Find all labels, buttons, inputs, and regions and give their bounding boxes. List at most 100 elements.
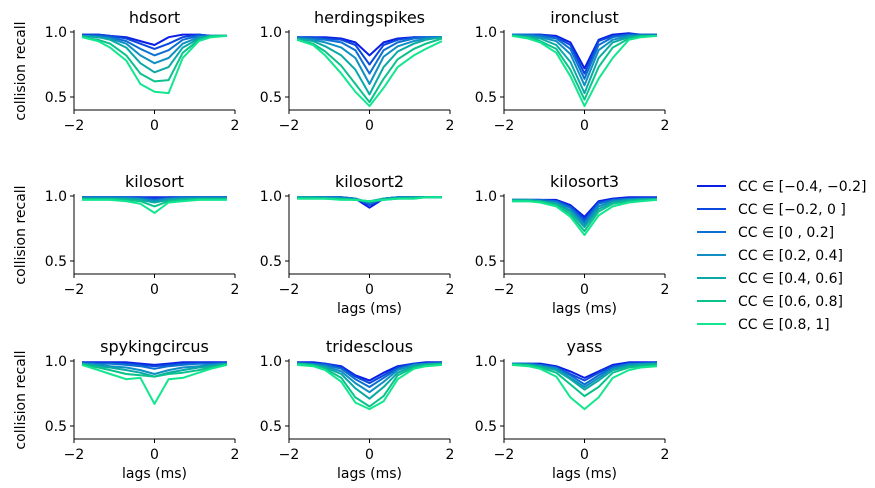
panel-yass: yass 1.0 0.5 −2 0 2 lags (ms): [475, 337, 670, 482]
panel-title: spykingcircus: [100, 337, 209, 356]
series-line: [297, 36, 442, 75]
series-line: [81, 363, 228, 378]
x-tick-label: 2: [446, 447, 455, 463]
panel-title: kilosort: [125, 172, 184, 191]
series-line: [82, 196, 227, 201]
y-tick-label: 1.0: [475, 189, 497, 205]
series-line: [296, 37, 443, 104]
y-tick-label: 0.5: [45, 90, 67, 106]
legend-label: CC ∈ [−0.2, 0 ]: [738, 202, 846, 218]
y-tick-label: 1.0: [45, 189, 67, 205]
series-line: [512, 198, 658, 236]
x-tick-label: 0: [365, 447, 374, 463]
x-axis-label: lags (ms): [337, 466, 402, 482]
x-tick-label: −2: [279, 447, 300, 463]
panel-title: tridesclous: [326, 337, 413, 356]
series-line: [511, 34, 658, 108]
y-axis-label: collision recall: [13, 21, 29, 120]
x-axis-label: lags (ms): [337, 301, 402, 317]
y-tick-label: 0.5: [45, 254, 67, 270]
series-line: [82, 197, 227, 208]
series-line: [296, 36, 443, 96]
panel-ironclust: ironclust 1.0 0.5 −2 0 2: [475, 8, 670, 134]
y-tick-label: 1.0: [260, 189, 282, 205]
x-tick-label: 2: [661, 447, 670, 463]
x-tick-label: −2: [279, 282, 300, 298]
series-line: [297, 363, 442, 411]
x-tick-label: 2: [446, 282, 455, 298]
series-line: [81, 363, 228, 405]
x-tick-label: 0: [365, 282, 374, 298]
x-tick-label: −2: [279, 118, 300, 134]
legend-label: CC ∈ [0.8, 1]: [738, 317, 830, 333]
legend-label: CC ∈ [0.2, 0.4]: [738, 248, 843, 264]
series-line: [82, 361, 227, 366]
x-tick-label: −2: [494, 282, 515, 298]
y-tick-label: 1.0: [260, 25, 282, 41]
x-tick-label: −2: [494, 118, 515, 134]
x-tick-label: −2: [64, 282, 85, 298]
y-tick-label: 0.5: [475, 419, 497, 435]
y-tick-label: 0.5: [475, 254, 497, 270]
y-tick-label: 1.0: [260, 354, 282, 370]
panel-kilosort2: kilosort2 1.0 0.5 −2 0 2 lags (ms): [260, 172, 455, 317]
panel-title: yass: [567, 337, 603, 356]
series-line: [511, 34, 657, 101]
y-tick-label: 1.0: [45, 354, 67, 370]
series-line: [511, 363, 658, 411]
series-line: [297, 196, 442, 203]
y-tick-label: 1.0: [475, 354, 497, 370]
legend-label: CC ∈ [0.4, 0.6]: [738, 271, 843, 287]
x-axis-label: lags (ms): [552, 301, 617, 317]
x-tick-label: −2: [64, 118, 85, 134]
series-line: [512, 33, 657, 80]
panel-title: ironclust: [550, 8, 619, 27]
y-tick-label: 0.5: [475, 90, 497, 106]
y-tick-label: 1.0: [475, 25, 497, 41]
x-tick-label: 0: [580, 447, 589, 463]
panel-kilosort: kilosort 1.0 0.5 −2 0 2 collision recall: [13, 172, 239, 298]
series-line: [81, 362, 227, 375]
series-line: [81, 34, 227, 83]
x-tick-label: −2: [494, 447, 515, 463]
y-tick-label: 0.5: [45, 419, 67, 435]
legend-label: CC ∈ [−0.4, −0.2]: [738, 179, 866, 195]
x-axis-label: lags (ms): [122, 466, 187, 482]
series-line: [82, 198, 227, 214]
panel-spykingcircus: spykingcircus 1.0 0.5 −2 0 2 lags (ms) collisio…: [13, 337, 239, 482]
y-tick-label: 0.5: [260, 254, 282, 270]
panel-title: kilosort2: [335, 172, 404, 191]
x-tick-label: 0: [580, 282, 589, 298]
x-tick-label: 0: [150, 447, 159, 463]
x-tick-label: 2: [231, 447, 240, 463]
x-tick-label: 2: [661, 282, 670, 298]
x-tick-label: 0: [150, 282, 159, 298]
x-tick-label: 0: [580, 118, 589, 134]
y-axis-label: collision recall: [13, 185, 29, 284]
x-tick-label: 2: [661, 118, 670, 134]
x-tick-label: 0: [150, 118, 159, 134]
panel-herdingspikes: herdingspikes 1.0 0.5 −2 0 2: [260, 8, 455, 134]
y-tick-label: 0.5: [260, 90, 282, 106]
x-axis-label: lags (ms): [552, 466, 617, 482]
panel-title: kilosort3: [550, 172, 619, 191]
panel-tridesclous: tridesclous 1.0 0.5 −2 0 2 lags (ms): [260, 337, 455, 482]
y-tick-label: 0.5: [260, 419, 282, 435]
series-line: [297, 362, 442, 408]
x-tick-label: −2: [64, 447, 85, 463]
series-line: [512, 363, 658, 398]
series-line: [296, 38, 443, 108]
legend: CC ∈ [−0.4, −0.2] CC ∈ [−0.2, 0 ] CC ∈ [0 …: [697, 179, 866, 333]
x-tick-label: 2: [231, 118, 240, 134]
x-tick-label: 0: [365, 118, 374, 134]
y-tick-label: 1.0: [45, 25, 67, 41]
panel-title: herdingspikes: [314, 8, 425, 27]
panel-kilosort3: kilosort3 1.0 0.5 −2 0 2 lags (ms): [475, 172, 670, 317]
panel-title: hdsort: [129, 8, 180, 27]
x-tick-label: 2: [446, 118, 455, 134]
legend-label: CC ∈ [0.6, 0.8]: [738, 294, 843, 310]
x-tick-label: 2: [231, 282, 240, 298]
series-line: [81, 34, 227, 95]
panel-hdsort: hdsort 1.0 0.5 −2 0 2 collision recall: [13, 8, 239, 134]
